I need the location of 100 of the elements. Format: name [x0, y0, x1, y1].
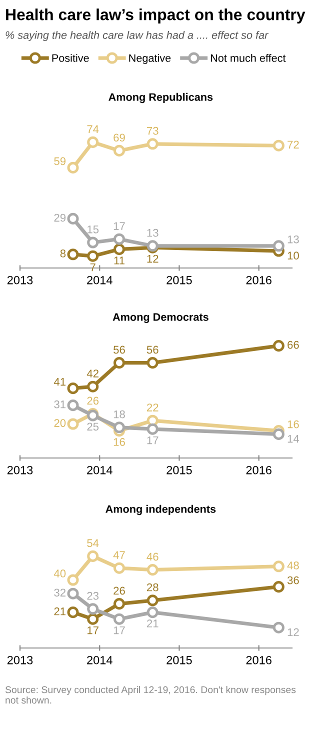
- point: [272, 622, 284, 634]
- x-tick-label: 2015: [166, 656, 192, 664]
- point: [272, 240, 284, 252]
- data-label: 56: [114, 346, 125, 354]
- point: [113, 613, 126, 625]
- data-label: 28: [147, 583, 158, 592]
- data-label: 46: [146, 552, 158, 561]
- data-label: 17: [114, 222, 125, 230]
- point: [87, 603, 99, 615]
- text: Among Republicans: [108, 92, 213, 104]
- data-label: 23: [87, 592, 99, 600]
- point: [67, 606, 79, 618]
- point: [272, 581, 284, 593]
- legend-label: Not much effect: [210, 54, 286, 62]
- x-tick-label: 2013: [7, 656, 33, 664]
- point: [87, 250, 99, 262]
- data-label: 69: [114, 134, 125, 142]
- point: [67, 212, 79, 224]
- data-label: 13: [147, 228, 158, 237]
- point: [146, 594, 158, 606]
- chart-subtitle: % saying the health care law has had a .... effect so far: [6, 30, 269, 42]
- x-tick-label: 2016: [246, 466, 272, 474]
- data-label: 12: [147, 254, 158, 263]
- point: [67, 400, 79, 412]
- data-label: 41: [54, 378, 66, 386]
- point: [113, 562, 126, 574]
- legend-label: Positive: [52, 54, 89, 62]
- data-label: 8: [60, 250, 66, 258]
- data-label: 42: [86, 370, 98, 378]
- data-label: 7: [90, 263, 96, 272]
- data-label: 29: [54, 214, 66, 222]
- x-tick-label: 2015: [166, 466, 192, 474]
- x-tick-label: 2014: [87, 466, 112, 474]
- point: [113, 244, 126, 256]
- point: [146, 357, 158, 369]
- text: Among independents: [106, 504, 216, 516]
- data-label: 56: [146, 346, 158, 354]
- point: [272, 140, 284, 152]
- x-tick-label: 2014: [87, 276, 112, 284]
- point: [272, 428, 284, 440]
- data-label: 32: [54, 588, 66, 597]
- point: [67, 588, 79, 600]
- data-label: 14: [288, 434, 300, 443]
- point: [87, 380, 99, 392]
- data-label: 12: [288, 628, 299, 636]
- chart-title: Health care law’s impact on the country: [6, 8, 306, 24]
- data-label: 17: [114, 626, 125, 634]
- data-label: 59: [54, 157, 66, 166]
- point: [146, 423, 158, 435]
- point: [67, 418, 79, 430]
- data-label: 18: [114, 410, 125, 418]
- data-label: 20: [54, 419, 66, 427]
- data-label: 66: [288, 340, 299, 349]
- data-label: 40: [54, 570, 66, 578]
- data-label: 17: [88, 626, 98, 634]
- x-tick-label: 2015: [166, 276, 192, 284]
- data-label: 74: [87, 125, 99, 133]
- point: [87, 613, 99, 625]
- data-label: 26: [114, 586, 125, 595]
- point: [67, 574, 79, 586]
- data-label: 48: [287, 562, 299, 570]
- data-label: 17: [147, 436, 158, 444]
- point: [67, 162, 79, 174]
- data-label: 25: [87, 422, 99, 431]
- data-label: 16: [114, 438, 125, 446]
- data-label: 21: [147, 620, 158, 628]
- legend-label: Negative: [129, 54, 171, 64]
- data-label: 22: [147, 404, 158, 412]
- text: Among Democrats: [112, 313, 208, 324]
- data-label: 10: [288, 252, 299, 260]
- x-tick-label: 2016: [246, 656, 272, 664]
- point: [272, 560, 284, 572]
- data-label: 26: [87, 396, 99, 405]
- point: [146, 606, 158, 618]
- point: [113, 598, 126, 610]
- x-tick-label: 2016: [246, 276, 272, 284]
- point: [113, 357, 126, 369]
- point: [146, 138, 158, 150]
- source-note: Source: Survey conducted April 12-19, 2016. Don't know responses not shown.: [5, 686, 296, 704]
- x-tick-label: 2013: [7, 466, 33, 474]
- point: [146, 564, 158, 576]
- point: [87, 550, 99, 562]
- point: [67, 382, 79, 394]
- data-label: 54: [87, 539, 99, 548]
- data-label: 16: [288, 420, 299, 428]
- point: [272, 340, 284, 352]
- data-label: 21: [54, 607, 66, 616]
- x-tick-label: 2013: [7, 276, 33, 284]
- data-label: 15: [88, 226, 99, 234]
- data-label: 72: [288, 140, 299, 148]
- point: [113, 144, 126, 156]
- point: [113, 422, 126, 434]
- point: [113, 233, 126, 245]
- point: [67, 248, 79, 260]
- data-label: 11: [114, 256, 124, 264]
- data-label: 13: [288, 235, 299, 244]
- data-label: 73: [147, 126, 158, 135]
- x-tick-label: 2014: [87, 656, 112, 664]
- data-label: 36: [287, 576, 299, 584]
- point: [87, 136, 99, 148]
